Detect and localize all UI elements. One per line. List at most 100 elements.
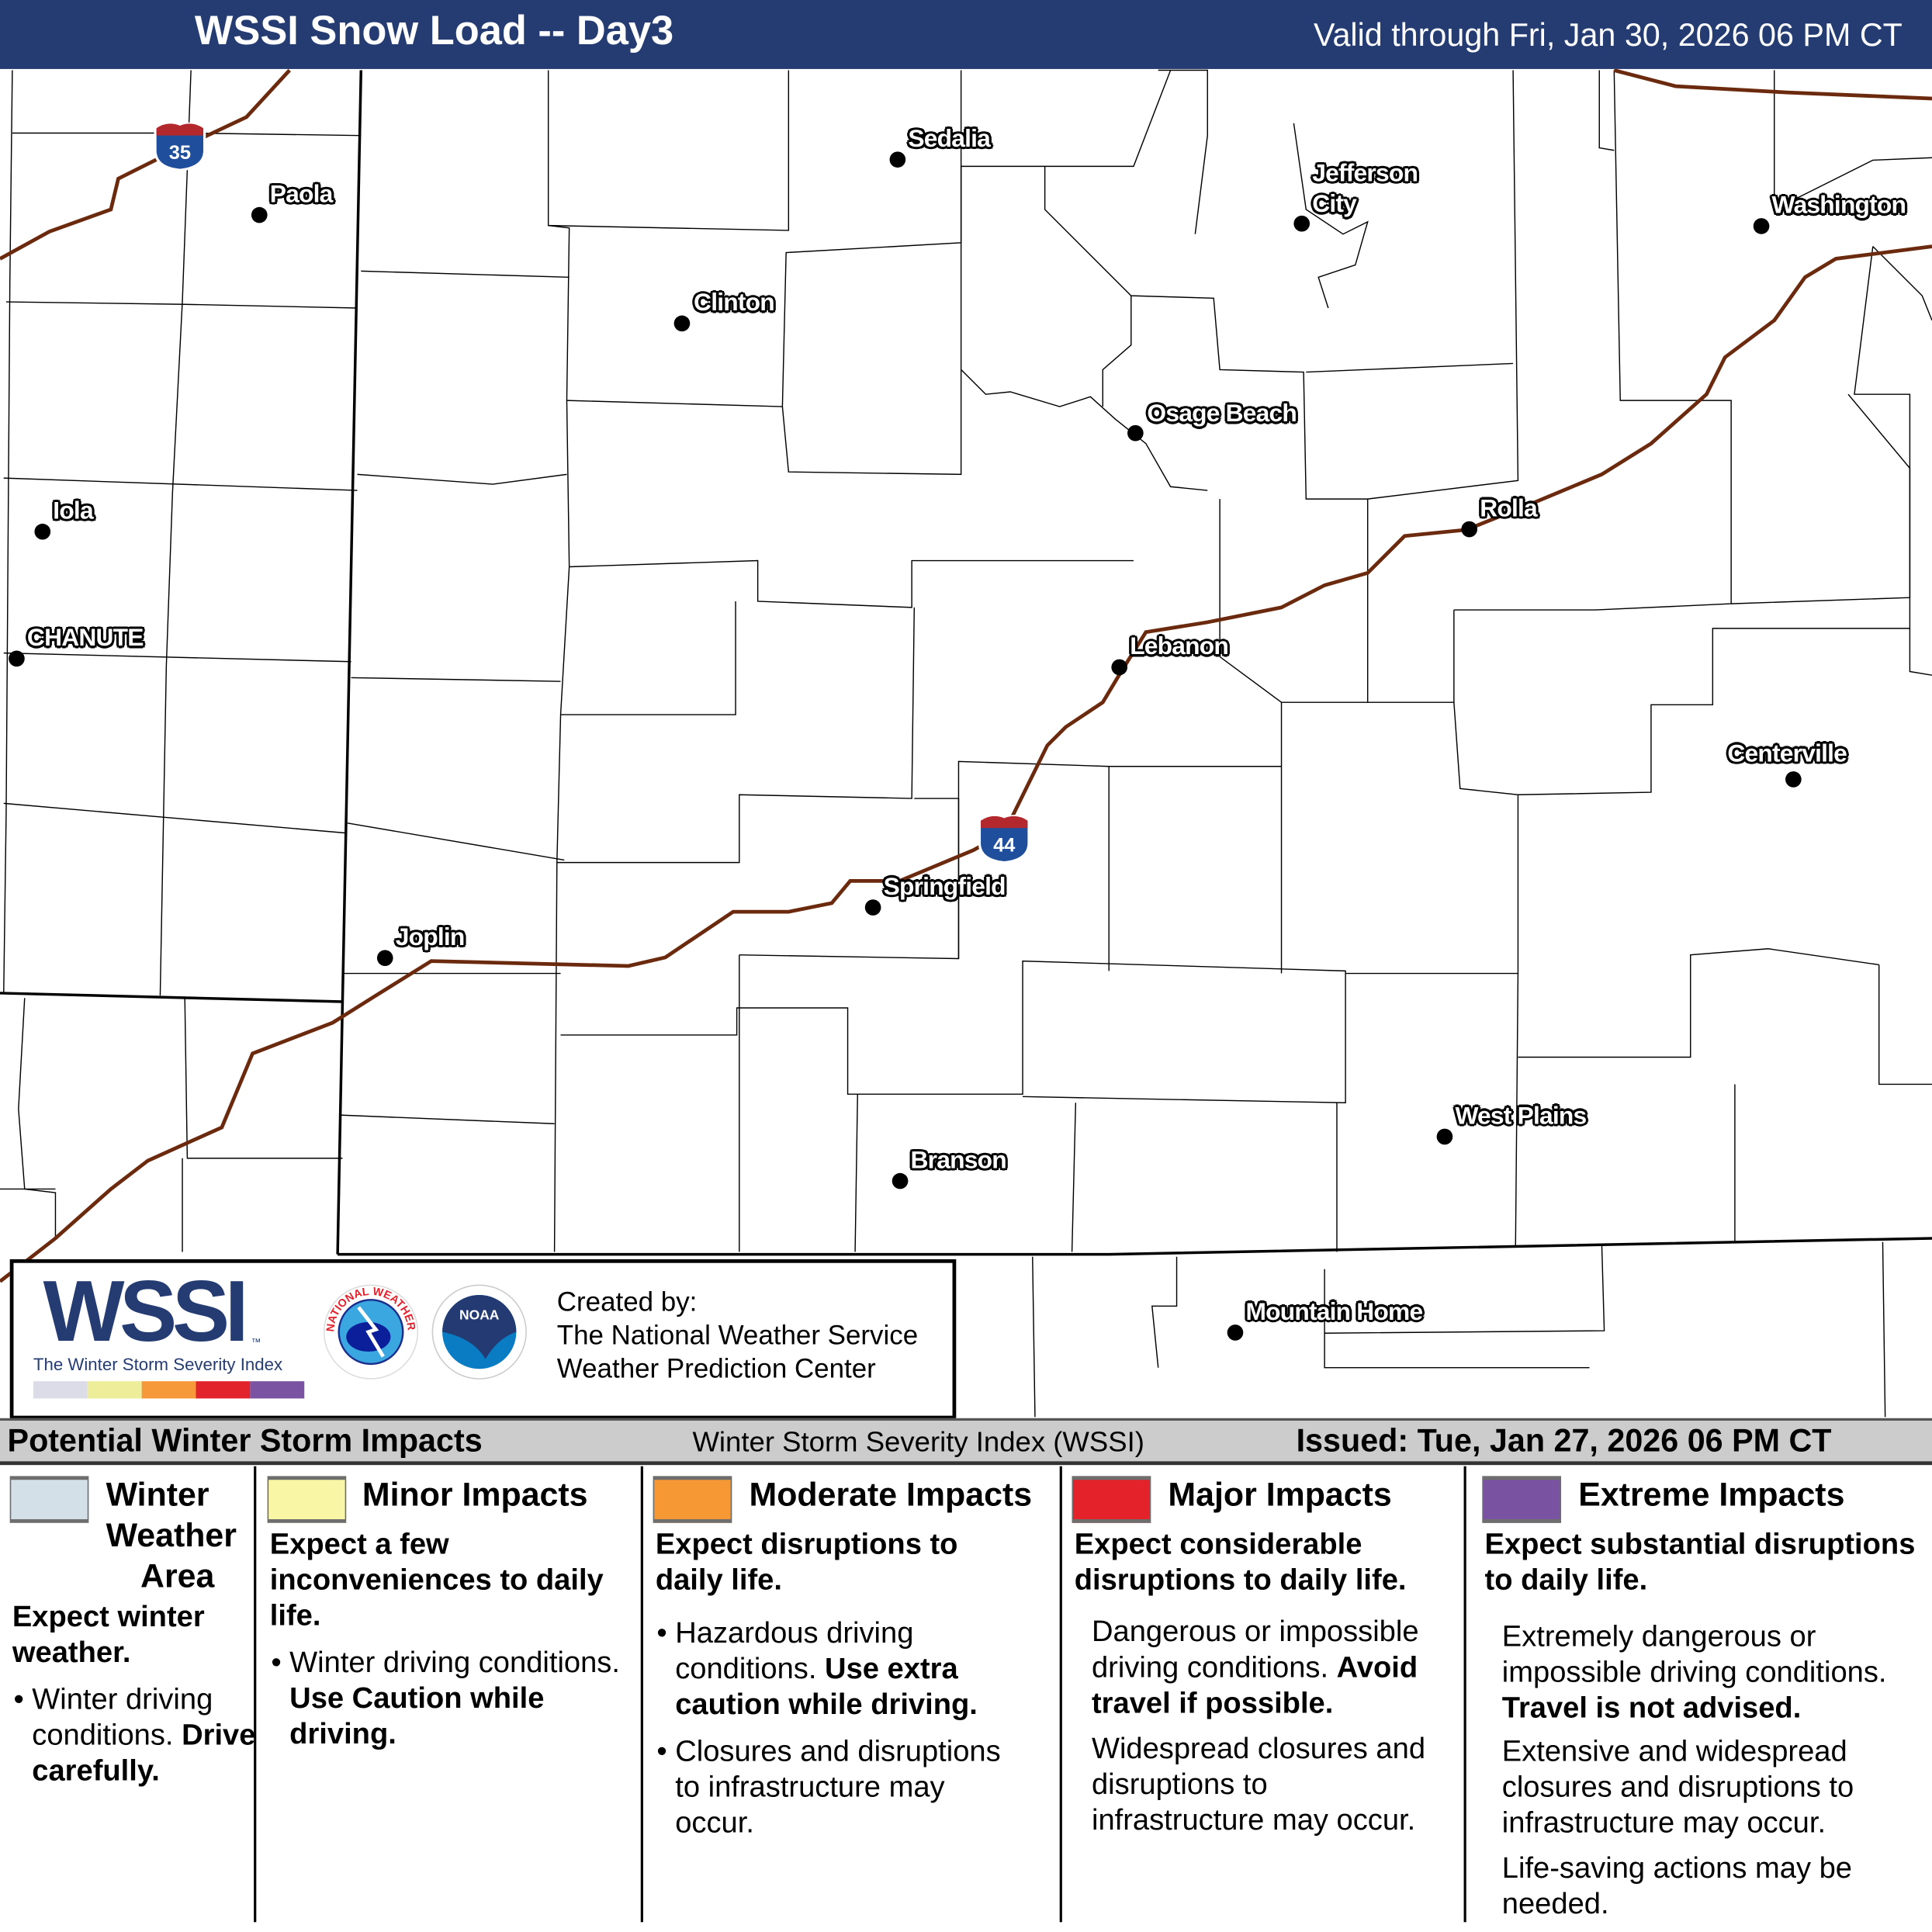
- city-label-springfield: Springfield: [883, 873, 1006, 901]
- impact-text: Extensive and widespread closures and di…: [1501, 1734, 1854, 1840]
- issued-time: Issued: Tue, Jan 27, 2026 06 PM CT: [1296, 1421, 1832, 1459]
- scale-swatch-moderate: [141, 1381, 196, 1399]
- svg-text:44: 44: [993, 834, 1015, 856]
- interstate-35-shield: 35: [154, 122, 206, 171]
- city-dot-lebanon: [1111, 659, 1128, 676]
- category-summary: Expect a few inconveniences to daily lif…: [269, 1528, 604, 1633]
- category-name: Moderate Impacts: [749, 1476, 1033, 1514]
- city-label-paola: Paola: [269, 181, 334, 209]
- impact-bullet: Winter driving conditions. Use Caution w…: [271, 1645, 639, 1752]
- org-nws: The National Weather Service: [556, 1319, 919, 1351]
- wssi-logo: WSSI: [43, 1262, 249, 1359]
- legend-title: Potential Winter Storm Impacts: [7, 1421, 483, 1459]
- impact-text: Widespread closures and disruptions to i…: [1091, 1732, 1426, 1837]
- category-summary: Expect considerable disruptions to daily…: [1074, 1528, 1407, 1598]
- city-dot-mountain-home: [1227, 1324, 1244, 1341]
- city-dot-iola: [34, 523, 51, 540]
- city-label-sedalia: Sedalia: [908, 125, 991, 153]
- title-bar: WSSI Snow Load -- Day3 Valid through Fri…: [0, 0, 1932, 69]
- legend-winter-weather-area: Winter Weather Area Expect winter weather.…: [9, 1466, 257, 1925]
- scale-swatch-minor: [87, 1381, 142, 1399]
- swatch-moderate: [653, 1476, 732, 1523]
- nws-logo: NATIONAL WEATHER SERVICE: [321, 1283, 419, 1380]
- city-dot-washington: [1753, 218, 1770, 234]
- legend-extreme-impacts: Extreme Impacts Expect substantial disru…: [1482, 1466, 1926, 1925]
- city-label-joplin: Joplin: [395, 924, 466, 951]
- city-label-jefferson-city-2: City: [1312, 191, 1357, 219]
- svg-text:35: 35: [169, 142, 191, 164]
- city-label-lebanon: Lebanon: [1130, 633, 1229, 661]
- interstate-44-line: [0, 244, 1932, 1283]
- city-label-mountain-home: Mountain Home: [1245, 1298, 1423, 1326]
- category-name: Major Impacts: [1168, 1476, 1392, 1514]
- city-label-clinton: Clinton: [694, 289, 775, 317]
- legend-divider: [1059, 1466, 1062, 1923]
- category-summary: Expect disruptions to daily life.: [655, 1528, 958, 1598]
- city-dot-osage-beach: [1127, 424, 1144, 441]
- city-label-iola: Iola: [53, 497, 93, 525]
- city-label-rolla: Rolla: [1480, 495, 1537, 523]
- city-dot-springfield: [864, 899, 881, 916]
- map-lines: 35 44: [0, 68, 1932, 1418]
- swatch-minor: [267, 1476, 347, 1523]
- county-lines: [0, 69, 1932, 1418]
- scale-swatch-winter: [33, 1381, 88, 1399]
- category-summary: Expect winter weather.: [12, 1600, 205, 1670]
- swatch-extreme: [1482, 1476, 1562, 1523]
- interstate-35-line: [0, 68, 291, 261]
- category-name: Winter Weather Area: [106, 1476, 237, 1594]
- legend-divider: [640, 1466, 643, 1923]
- impact-text: Dangerous or impossible driving conditio…: [1091, 1615, 1419, 1720]
- city-label-centerville: Centerville: [1727, 740, 1847, 768]
- city-dot-centerville: [1785, 771, 1802, 788]
- impact-text: Extremely dangerous or impossible drivin…: [1501, 1620, 1887, 1726]
- created-by-label: Created by:: [556, 1286, 698, 1317]
- city-label-west-plains: West Plains: [1455, 1103, 1587, 1130]
- city-dot-jefferson-city: [1293, 215, 1311, 232]
- created-by: Created by: The National Weather Service…: [557, 1285, 918, 1385]
- severity-color-scale: [33, 1381, 305, 1399]
- city-dot-joplin: [376, 950, 393, 966]
- impact-bullet: Closures and disruptions to infrastructu…: [656, 1733, 1025, 1840]
- city-label-washington: Washington: [1771, 192, 1906, 220]
- river-line: [1613, 68, 1932, 101]
- credits-box: WSSI ™ The Winter Storm Severity Index N…: [9, 1259, 957, 1420]
- valid-through: Valid through Fri, Jan 30, 2026 06 PM CT: [1313, 16, 1903, 54]
- wssi-tagline: The Winter Storm Severity Index: [33, 1354, 283, 1374]
- city-dot-branson: [892, 1172, 909, 1189]
- interstate-lines: [0, 68, 1932, 1283]
- impact-text: Life-saving actions may be needed.: [1501, 1851, 1853, 1921]
- city-label-osage-beach: Osage Beach: [1147, 400, 1297, 428]
- interstate-44-shield: 44: [978, 815, 1030, 864]
- swatch-major: [1072, 1476, 1151, 1523]
- scale-swatch-major: [196, 1381, 251, 1399]
- impact-bullet: Winter driving conditions. Drive careful…: [13, 1682, 256, 1789]
- city-dot-west-plains: [1436, 1128, 1453, 1145]
- impact-bullet: Hazardous driving conditions. Use extra …: [656, 1615, 1025, 1723]
- city-label-jefferson-city-1: Jefferson: [1312, 160, 1418, 188]
- city-label-branson: Branson: [910, 1147, 1007, 1175]
- map-title: WSSI Snow Load -- Day3: [194, 7, 674, 54]
- trademark: ™: [251, 1336, 261, 1349]
- city-dot-clinton: [673, 315, 691, 332]
- state-borders: [0, 70, 1932, 1256]
- noaa-logo: NOAA: [431, 1284, 527, 1380]
- category-name: Extreme Impacts: [1578, 1476, 1845, 1514]
- city-dot-sedalia: [889, 151, 906, 168]
- category-summary: Expect substantial disruptions to daily …: [1484, 1528, 1916, 1598]
- city-dot-chanute: [9, 650, 25, 667]
- city-dot-rolla: [1461, 521, 1478, 538]
- svg-text:NOAA: NOAA: [459, 1307, 500, 1323]
- wssi-logo-row: WSSI ™: [43, 1262, 261, 1359]
- legend-divider: [1463, 1466, 1466, 1923]
- org-wpc: Weather Prediction Center: [556, 1352, 876, 1384]
- legend-header: Potential Winter Storm Impacts Winter St…: [0, 1418, 1932, 1466]
- category-name: Minor Impacts: [362, 1476, 588, 1514]
- city-dot-paola: [251, 206, 268, 223]
- scale-swatch-extreme: [250, 1381, 305, 1399]
- legend-moderate-impacts: Moderate Impacts Expect disruptions to d…: [653, 1466, 1060, 1925]
- swatch-winter: [9, 1476, 89, 1523]
- legend-minor-impacts: Minor Impacts Expect a few inconvenience…: [267, 1466, 639, 1925]
- legend-major-impacts: Major Impacts Expect considerable disrup…: [1072, 1466, 1464, 1925]
